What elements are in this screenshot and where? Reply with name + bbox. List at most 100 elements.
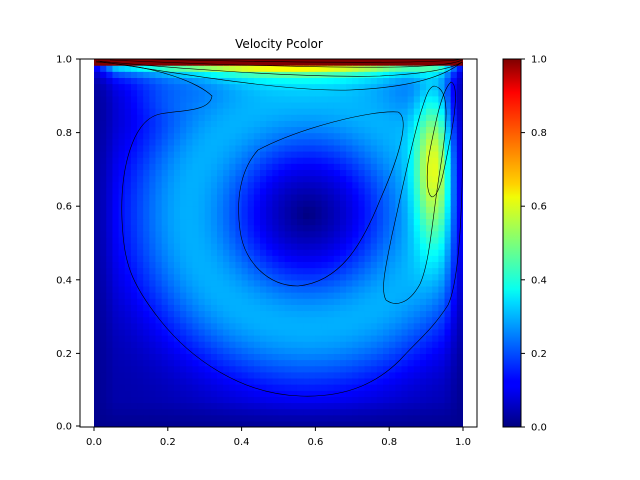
heatmap-cell xyxy=(124,353,132,361)
heatmap-cell xyxy=(198,138,206,146)
heatmap-cell xyxy=(315,292,323,299)
heatmap-cell xyxy=(278,408,286,416)
heatmap-cell xyxy=(401,347,409,354)
heatmap-cell xyxy=(210,273,218,281)
heatmap-cell xyxy=(210,328,218,336)
heatmap-cell xyxy=(426,163,433,170)
heatmap-cell xyxy=(438,335,446,342)
heatmap-cell xyxy=(118,359,126,367)
heatmap-cell xyxy=(413,390,421,397)
heatmap-cell xyxy=(217,396,224,404)
heatmap-cell xyxy=(217,347,224,354)
heatmap-cell xyxy=(106,298,114,305)
heatmap-cell xyxy=(217,163,224,170)
heatmap-cell xyxy=(278,384,286,391)
heatmap-cell xyxy=(290,138,298,146)
heatmap-cell xyxy=(346,420,353,427)
heatmap-cell xyxy=(235,396,243,404)
heatmap-cell xyxy=(260,420,267,427)
heatmap-cell xyxy=(112,230,120,238)
heatmap-cell xyxy=(346,230,353,238)
heatmap-cell xyxy=(358,77,366,85)
heatmap-cell xyxy=(284,236,292,244)
heatmap-cell xyxy=(389,193,396,201)
heatmap-cell xyxy=(327,120,335,128)
heatmap-cell xyxy=(229,175,237,183)
heatmap-cell xyxy=(333,285,341,293)
heatmap-cell xyxy=(358,322,366,330)
heatmap-cell xyxy=(383,285,390,293)
heatmap-cell xyxy=(241,206,249,213)
heatmap-cell xyxy=(247,322,255,330)
heatmap-cell xyxy=(389,114,396,121)
heatmap-cell xyxy=(376,138,384,146)
heatmap-cell xyxy=(456,138,463,146)
heatmap-cell xyxy=(204,408,212,416)
heatmap-cell xyxy=(327,175,335,183)
heatmap-cell xyxy=(204,236,212,244)
heatmap-cell xyxy=(155,292,163,299)
heatmap-cell xyxy=(426,371,433,379)
heatmap-cell xyxy=(278,285,286,293)
heatmap-cell xyxy=(223,89,230,97)
heatmap-cell xyxy=(167,212,175,220)
heatmap-cell xyxy=(438,126,446,134)
heatmap-cell xyxy=(290,298,298,305)
heatmap-cell xyxy=(167,261,175,269)
heatmap-cell xyxy=(456,322,463,330)
heatmap-cell xyxy=(247,243,255,250)
heatmap-cell xyxy=(290,353,298,361)
heatmap-cell xyxy=(395,347,403,354)
heatmap-cell xyxy=(241,396,249,404)
heatmap-cell xyxy=(290,230,298,238)
heatmap-cell xyxy=(327,396,335,404)
heatmap-cell xyxy=(303,243,310,250)
heatmap-cell xyxy=(167,255,175,262)
heatmap-cell xyxy=(389,200,396,207)
heatmap-cell xyxy=(321,384,329,391)
heatmap-cell xyxy=(155,408,163,416)
heatmap-cell xyxy=(284,59,292,66)
heatmap-cell xyxy=(253,95,261,103)
heatmap-cell xyxy=(395,304,403,312)
heatmap-cell xyxy=(364,322,372,330)
heatmap-cell xyxy=(419,200,427,207)
heatmap-cell xyxy=(94,267,101,275)
heatmap-cell xyxy=(426,390,433,397)
heatmap-cell xyxy=(167,71,175,78)
heatmap-cell xyxy=(364,261,372,269)
heatmap-cell xyxy=(426,267,433,275)
heatmap-cell xyxy=(346,341,353,348)
heatmap-cell xyxy=(370,347,378,354)
heatmap-cell xyxy=(284,285,292,293)
heatmap-cell xyxy=(253,335,261,342)
heatmap-cell xyxy=(118,267,126,275)
heatmap-cell xyxy=(161,108,169,115)
heatmap-cell xyxy=(438,120,446,128)
heatmap-cell xyxy=(364,341,372,348)
y-tick-label: 0.0 xyxy=(56,422,72,433)
heatmap-cell xyxy=(321,163,329,170)
heatmap-cell xyxy=(204,316,212,324)
heatmap-cell xyxy=(413,371,421,379)
heatmap-cell xyxy=(284,224,292,232)
heatmap-cell xyxy=(358,157,366,164)
heatmap-cell xyxy=(333,169,341,177)
heatmap-cell xyxy=(340,384,347,391)
heatmap-cell xyxy=(223,279,230,287)
heatmap-cell xyxy=(155,304,163,312)
heatmap-cell xyxy=(370,138,378,146)
heatmap-cell xyxy=(432,71,439,78)
heatmap-cell xyxy=(401,408,409,416)
heatmap-cell xyxy=(266,132,273,140)
heatmap-cell xyxy=(198,126,206,134)
heatmap-cell xyxy=(296,151,304,158)
heatmap-cell xyxy=(407,230,415,238)
heatmap-cell xyxy=(143,285,150,293)
heatmap-cell xyxy=(161,377,169,385)
heatmap-cell xyxy=(321,132,329,140)
heatmap-cell xyxy=(303,390,310,397)
heatmap-cell xyxy=(303,310,310,318)
heatmap-cell xyxy=(260,335,267,342)
heatmap-cell xyxy=(223,200,230,207)
